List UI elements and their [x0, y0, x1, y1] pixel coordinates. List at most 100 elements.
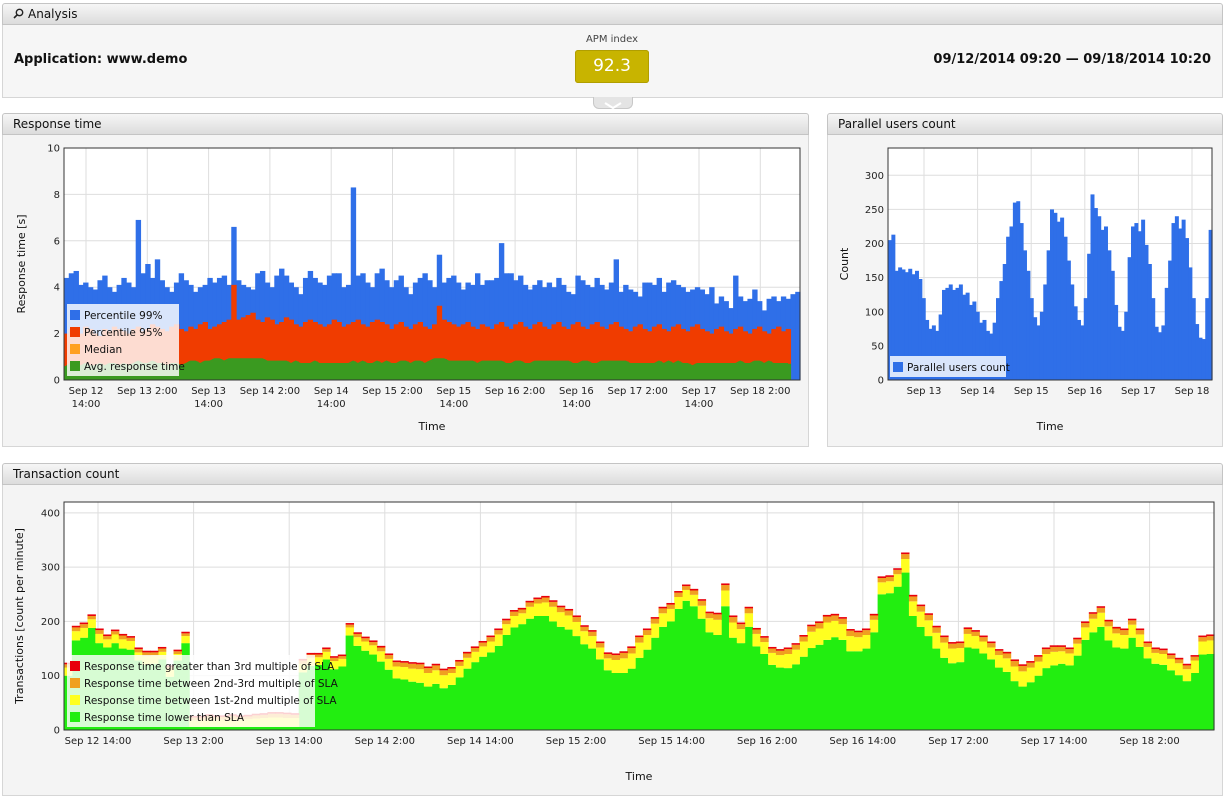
bar-response-time-lower-than-sla — [1073, 655, 1082, 730]
bar-avg-response-time — [675, 361, 682, 380]
bar-response-time-lower-than-sla — [322, 659, 331, 730]
bar-response-time-lower-than-sla — [908, 616, 918, 730]
bar-response-time-greater-than-3rd-multiple-of-sla — [674, 591, 683, 593]
bar-percentile-95- — [255, 319, 261, 380]
bar-avg-response-time — [704, 363, 710, 380]
bar-response-time-greater-than-3rd-multiple-of-sla — [110, 629, 120, 632]
bar-parallel-users-count — [904, 272, 909, 380]
bar-percentile-95- — [207, 328, 213, 380]
bar-parallel-users-count — [1009, 226, 1014, 380]
bar-response-time-lower-than-sla — [744, 626, 754, 730]
bar-response-time-between-2nd-3rd-multiple-of-sla — [893, 569, 902, 575]
bar-response-time-lower-than-sla — [259, 726, 268, 730]
bar-avg-response-time — [551, 361, 557, 380]
bar-parallel-users-count — [1195, 324, 1200, 380]
bar-response-time-between-1st-2nd-multiple-of-sla — [783, 654, 793, 669]
bar-percentile-99- — [350, 187, 357, 380]
bar-avg-response-time — [680, 363, 686, 380]
bar-percentile-95- — [202, 322, 208, 380]
application-label: Application: www.demo — [14, 52, 188, 67]
bar-response-time-between-1st-2nd-multiple-of-sla — [1206, 640, 1215, 654]
bar-avg-response-time — [202, 361, 208, 380]
bar-response-time-greater-than-3rd-multiple-of-sla — [462, 651, 472, 654]
bar-response-time-between-1st-2nd-multiple-of-sla — [916, 611, 926, 627]
bar-response-time-lower-than-sla — [971, 648, 980, 730]
bar-avg-response-time — [532, 361, 538, 380]
bar-response-time-between-2nd-3rd-multiple-of-sla — [549, 601, 558, 607]
bar-parallel-users-count — [1023, 250, 1027, 380]
x-tick-label: 14:00 — [439, 399, 468, 410]
bar-percentile-95- — [761, 331, 768, 380]
bar-parallel-users-count — [925, 319, 930, 380]
bar-response-time-between-1st-2nd-multiple-of-sla — [893, 574, 902, 587]
bar-response-time-greater-than-3rd-multiple-of-sla — [1104, 619, 1113, 622]
bar-percentile-95- — [584, 328, 591, 380]
bar-percentile-99- — [207, 277, 213, 380]
bar-response-time-greater-than-3rd-multiple-of-sla — [541, 595, 550, 598]
bar-response-time-lower-than-sla — [431, 683, 441, 730]
response-time-title: Response time — [13, 117, 102, 131]
bar-response-time-between-2nd-3rd-multiple-of-sla — [533, 599, 542, 604]
bar-avg-response-time — [365, 363, 371, 380]
bar-parallel-users-count — [965, 292, 970, 380]
bar-response-time-between-1st-2nd-multiple-of-sla — [1057, 651, 1066, 664]
bar-response-time-lower-than-sla — [650, 637, 660, 730]
legend-label: Avg. response time — [84, 361, 185, 373]
bar-response-time-between-2nd-3rd-multiple-of-sla — [478, 642, 488, 647]
bar-response-time-lower-than-sla — [228, 726, 237, 730]
bar-response-time-greater-than-3rd-multiple-of-sla — [932, 625, 941, 628]
bar-percentile-95- — [785, 328, 792, 380]
bar-response-time-between-1st-2nd-multiple-of-sla — [697, 605, 707, 619]
bar-avg-response-time — [322, 363, 328, 380]
bar-response-time-greater-than-3rd-multiple-of-sla — [948, 642, 957, 644]
bar-response-time-between-1st-2nd-multiple-of-sla — [103, 639, 112, 648]
bar-avg-response-time — [188, 361, 194, 380]
bar-response-time-lower-than-sla — [658, 626, 667, 730]
bar-response-time-lower-than-sla — [822, 639, 832, 730]
bar-response-time-lower-than-sla — [1135, 646, 1145, 730]
bar-percentile-95- — [666, 331, 672, 380]
collapse-toggle[interactable] — [593, 97, 633, 110]
bar-avg-response-time — [647, 363, 653, 380]
bar-response-time-between-2nd-3rd-multiple-of-sla — [1065, 649, 1074, 654]
bar-percentile-95- — [604, 328, 610, 380]
bar-response-time-lower-than-sla — [1159, 664, 1168, 730]
bar-response-time-between-2nd-3rd-multiple-of-sla — [416, 664, 425, 670]
bar-response-time-greater-than-3rd-multiple-of-sla — [768, 646, 777, 649]
bar-avg-response-time — [236, 359, 242, 380]
bar-percentile-95- — [451, 324, 457, 380]
bar-parallel-users-count — [1039, 311, 1044, 380]
bar-response-time-greater-than-3rd-multiple-of-sla — [728, 615, 738, 618]
date-range[interactable]: 09/12/2014 09:20 — 09/18/2014 10:20 — [933, 52, 1211, 67]
bar-avg-response-time — [207, 361, 213, 380]
parallel-users-chart: 0 50 100 150 200 250 300 Sep 13 Sep 14 Sep 15 Sep … — [838, 147, 1213, 433]
bar-response-time-between-1st-2nd-multiple-of-sla — [861, 635, 871, 649]
bar-response-time-lower-than-sla — [736, 643, 746, 730]
bar-response-time-between-2nd-3rd-multiple-of-sla — [595, 643, 605, 648]
bar-response-time-lower-than-sla — [314, 664, 323, 730]
bar-percentile-95- — [64, 333, 70, 380]
bar-response-time-greater-than-3rd-multiple-of-sla — [705, 611, 714, 614]
bar-percentile-95- — [307, 319, 314, 380]
bar-response-time-between-2nd-3rd-multiple-of-sla — [87, 616, 96, 620]
bar-avg-response-time — [312, 361, 318, 380]
analysis-header[interactable]: Analysis — [2, 3, 1223, 25]
bar-response-time-between-2nd-3rd-multiple-of-sla — [369, 642, 378, 646]
bar-avg-response-time — [307, 363, 314, 380]
bar-parallel-users-count — [982, 319, 987, 380]
bar-response-time-lower-than-sla — [1198, 654, 1207, 730]
x-tick-label: 14:00 — [72, 399, 101, 410]
bar-response-time-between-2nd-3rd-multiple-of-sla — [173, 651, 182, 654]
bar-response-time-lower-than-sla — [1174, 675, 1184, 730]
x-tick-label: Sep 13 2:00 — [163, 736, 223, 747]
bar-percentile-95- — [661, 328, 667, 380]
x-tick-label: Sep 17 — [682, 386, 717, 397]
bar-response-time-between-1st-2nd-multiple-of-sla — [502, 624, 511, 635]
bar-avg-response-time — [518, 361, 524, 380]
bar-response-time-between-1st-2nd-multiple-of-sla — [509, 616, 519, 628]
bar-response-time-lower-than-sla — [275, 726, 284, 730]
bar-parallel-users-count — [948, 284, 953, 380]
bar-percentile-95- — [441, 319, 447, 380]
bar-response-time-between-1st-2nd-multiple-of-sla — [1034, 661, 1043, 676]
bar-response-time-greater-than-3rd-multiple-of-sla — [1143, 641, 1153, 644]
